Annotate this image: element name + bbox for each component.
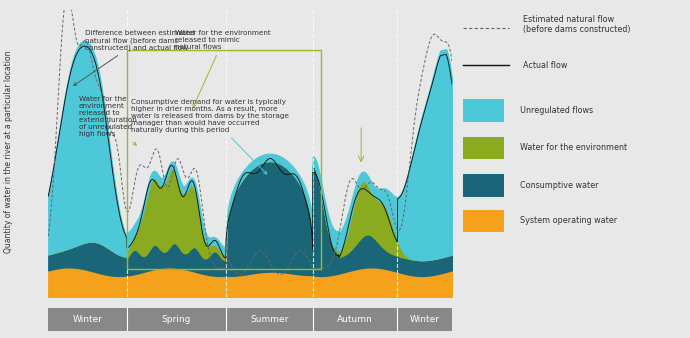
Text: Autumn: Autumn (337, 315, 373, 324)
Text: Difference between estimated
natural flow (before dams
constructed) and actual f: Difference between estimated natural flo… (74, 30, 195, 86)
Bar (464, 210, 504, 232)
Text: Summer: Summer (250, 315, 288, 324)
Text: Water for the
environment
released to
extend duration
of unregulated
high flows: Water for the environment released to ex… (79, 96, 137, 145)
Bar (464, 99, 504, 122)
Text: Actual flow: Actual flow (522, 61, 567, 70)
Text: Consumptive water: Consumptive water (520, 181, 599, 190)
Text: System operating water: System operating water (520, 216, 618, 225)
Bar (464, 137, 504, 159)
Text: Spring: Spring (161, 315, 191, 324)
Bar (464, 174, 504, 197)
Text: Quantity of water in the river at a particular location: Quantity of water in the river at a part… (3, 51, 13, 253)
Text: Water for the environment
released to mimic
natural flows: Water for the environment released to mi… (175, 30, 271, 107)
Text: Consumptive demand for water is typically
higher in drier months. As a result, m: Consumptive demand for water is typicall… (131, 99, 289, 174)
Text: Unregulated flows: Unregulated flows (520, 106, 593, 115)
Text: Estimated natural flow
(before dams constructed): Estimated natural flow (before dams cons… (522, 15, 630, 34)
Text: Winter: Winter (72, 315, 103, 324)
Text: Winter: Winter (410, 315, 440, 324)
Text: Water for the environment: Water for the environment (520, 143, 627, 152)
